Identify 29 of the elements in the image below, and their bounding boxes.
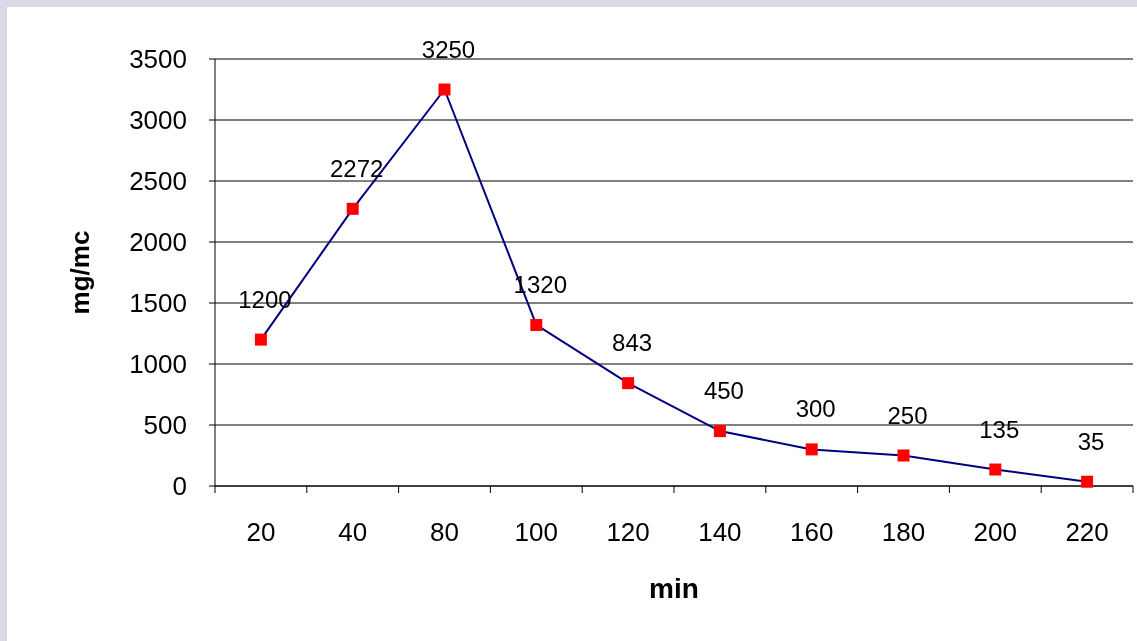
y-tick-label: 3000 <box>129 105 187 136</box>
data-label: 843 <box>612 329 653 357</box>
y-tick-label: 1500 <box>129 288 187 319</box>
x-tick-label: 20 <box>246 517 276 548</box>
y-tick-label: 1000 <box>129 349 187 380</box>
x-tick-label: 160 <box>790 517 834 548</box>
x-axis-title: min <box>649 572 699 604</box>
x-tick-label: 140 <box>698 517 742 548</box>
data-label: 3250 <box>421 35 476 63</box>
x-tick-label: 200 <box>973 517 1017 548</box>
y-tick-label: 2500 <box>129 166 187 197</box>
data-label: 135 <box>979 415 1020 443</box>
x-tick-label: 40 <box>338 517 368 548</box>
x-tick-label: 120 <box>606 517 650 548</box>
y-axis-title: mg/mc <box>65 230 96 315</box>
data-label: 250 <box>887 401 928 429</box>
x-tick-label: 80 <box>430 517 459 548</box>
x-tick-label: 220 <box>1065 517 1109 548</box>
y-tick-label: 3500 <box>129 44 187 75</box>
x-tick-label: 180 <box>881 517 926 548</box>
data-label: 1200 <box>238 285 292 313</box>
data-label: 2272 <box>330 154 384 182</box>
data-label: 300 <box>795 395 836 423</box>
y-tick-label: 500 <box>143 410 187 441</box>
y-tick-label: 2000 <box>129 227 187 258</box>
x-tick-label: 100 <box>514 517 558 548</box>
y-tick-label: 0 <box>172 471 187 502</box>
data-label: 450 <box>703 377 744 405</box>
data-label: 35 <box>1077 427 1105 455</box>
